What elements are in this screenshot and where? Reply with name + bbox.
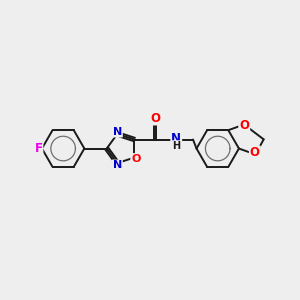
Text: O: O xyxy=(239,119,249,132)
Text: O: O xyxy=(151,112,160,124)
Text: N: N xyxy=(171,132,181,145)
Text: O: O xyxy=(250,146,260,159)
Text: F: F xyxy=(34,142,42,155)
Text: O: O xyxy=(131,154,141,164)
Text: N: N xyxy=(113,160,122,170)
Text: N: N xyxy=(113,127,122,136)
Text: H: H xyxy=(172,141,180,151)
